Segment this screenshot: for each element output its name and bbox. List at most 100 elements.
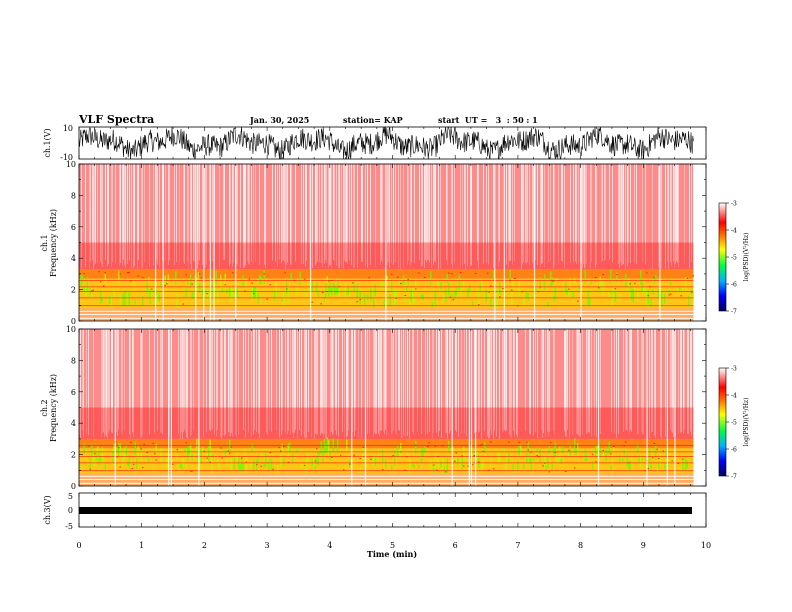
spectrogram-line [79, 456, 694, 457]
spectrogram-green [671, 454, 673, 463]
spectrogram-green [481, 461, 483, 471]
spectrogram-streak [133, 164, 134, 269]
spectrogram-speck [356, 301, 358, 303]
spectrogram-green [448, 440, 450, 453]
ch1-spectrogram-ylabel: Frequency (kHz) [49, 209, 58, 277]
spectrogram-streak [466, 329, 467, 437]
spectrogram-green [208, 446, 210, 462]
spectrogram-streak [391, 164, 392, 264]
spectrogram-streak [295, 164, 296, 262]
spectrogram-streak [625, 329, 626, 431]
spectrogram-streak [586, 164, 587, 264]
spectrogram-speck [151, 288, 153, 290]
spectrogram-streak [499, 164, 500, 262]
spectrogram-streak [535, 164, 536, 260]
spectrogram-speck [460, 272, 462, 274]
spectrogram-green [370, 288, 372, 302]
spectrogram-streak [259, 164, 260, 265]
spectrogram-streak [109, 329, 110, 431]
ch1-waveform-panel: 10 -10 ch.1(V) [43, 124, 707, 162]
spectrogram-speck [206, 293, 208, 295]
spectrogram-streak [348, 329, 349, 431]
spectrogram-green [313, 457, 315, 468]
spectrogram-speck [280, 450, 282, 452]
spectrogram-streak [232, 164, 233, 267]
spectrogram-green [137, 446, 139, 459]
spectrogram-green [193, 452, 195, 458]
spectrogram-streak [573, 164, 574, 263]
spectrogram-streak [248, 164, 249, 264]
spectrogram-streak [670, 329, 671, 430]
spectrogram-streak [321, 164, 322, 264]
spectrogram-streak [322, 329, 323, 434]
spectrogram-green [455, 456, 457, 463]
figure-date: Jan. 30, 2025 [249, 115, 309, 125]
spectrogram-burst [162, 164, 164, 321]
spectrogram-speck [128, 271, 130, 273]
spectrogram-green [230, 456, 232, 472]
spectrogram-green [277, 464, 279, 473]
spectrogram-green [218, 462, 220, 470]
spectrogram-speck [472, 464, 474, 466]
spectrogram-streak [111, 164, 112, 268]
spectrogram-streak [541, 329, 542, 430]
ch1-ytick-top: 10 [63, 124, 73, 133]
spectrogram-white-line [79, 478, 694, 480]
spectrogram-green [476, 451, 478, 459]
spectrogram-green [518, 445, 520, 456]
spectrogram-speck [229, 452, 231, 454]
spectrogram-streak [311, 329, 312, 438]
spectrogram-green [527, 442, 529, 452]
spectrogram-streak [595, 164, 596, 268]
spectrogram-green [685, 456, 687, 471]
spectrogram-streak [456, 329, 457, 432]
spectrogram-streak [572, 329, 573, 436]
spectrogram-streak [107, 164, 108, 267]
spectrogram-green [403, 275, 405, 285]
spectrogram-streak [410, 164, 411, 266]
spectrogram-green [127, 294, 129, 301]
spectrogram-green [659, 453, 661, 466]
spectrogram-streak [214, 329, 215, 435]
spectrogram-green [256, 289, 258, 299]
spectrogram-streak [102, 329, 103, 434]
spectrogram-speck [568, 288, 570, 290]
spectrogram-streak [565, 329, 566, 437]
spectrogram-green [157, 295, 159, 306]
spectrogram-green [637, 444, 639, 454]
spectrogram-green [596, 445, 598, 456]
spectrogram-streak [286, 164, 287, 266]
spectrogram-streak [179, 164, 180, 265]
spectrogram-green [584, 269, 586, 283]
spectrogram-green [104, 463, 106, 473]
spectrogram-streak [398, 164, 399, 269]
spectrogram-streak [251, 329, 252, 437]
spectrogram-green [337, 277, 339, 294]
spectrogram-green [452, 447, 454, 453]
spectrogram-streak [105, 164, 106, 261]
spectrogram-streak [425, 329, 426, 436]
spectrogram-streak [582, 164, 583, 269]
spectrogram-green [305, 459, 307, 474]
spectrogram-speck [598, 287, 600, 289]
spectrogram-green [242, 275, 244, 288]
spectrogram-speck [461, 455, 463, 457]
spectrogram-speck [448, 272, 450, 274]
spectrogram-green [535, 286, 537, 292]
spectrogram-green [232, 290, 234, 298]
spectrogram-green [289, 442, 291, 452]
ch1-ytick-bottom: -10 [60, 153, 73, 162]
spectrogram-speck [508, 441, 510, 443]
spectrogram-streak [133, 329, 134, 437]
spectrogram-speck [83, 273, 85, 275]
ch3-waveform-ylabel: ch.3(V) [43, 495, 52, 524]
spectrogram-speck [553, 280, 555, 282]
spectrogram-green [413, 297, 415, 305]
spectrogram-streak [533, 329, 534, 436]
colorbar-tick-label: -6 [731, 282, 737, 289]
spectrogram-streak [375, 164, 376, 267]
spectrogram-streak [243, 164, 244, 269]
spectrogram-green [181, 464, 183, 470]
spectrogram-streak [374, 329, 375, 433]
spectrogram-green [224, 450, 226, 458]
